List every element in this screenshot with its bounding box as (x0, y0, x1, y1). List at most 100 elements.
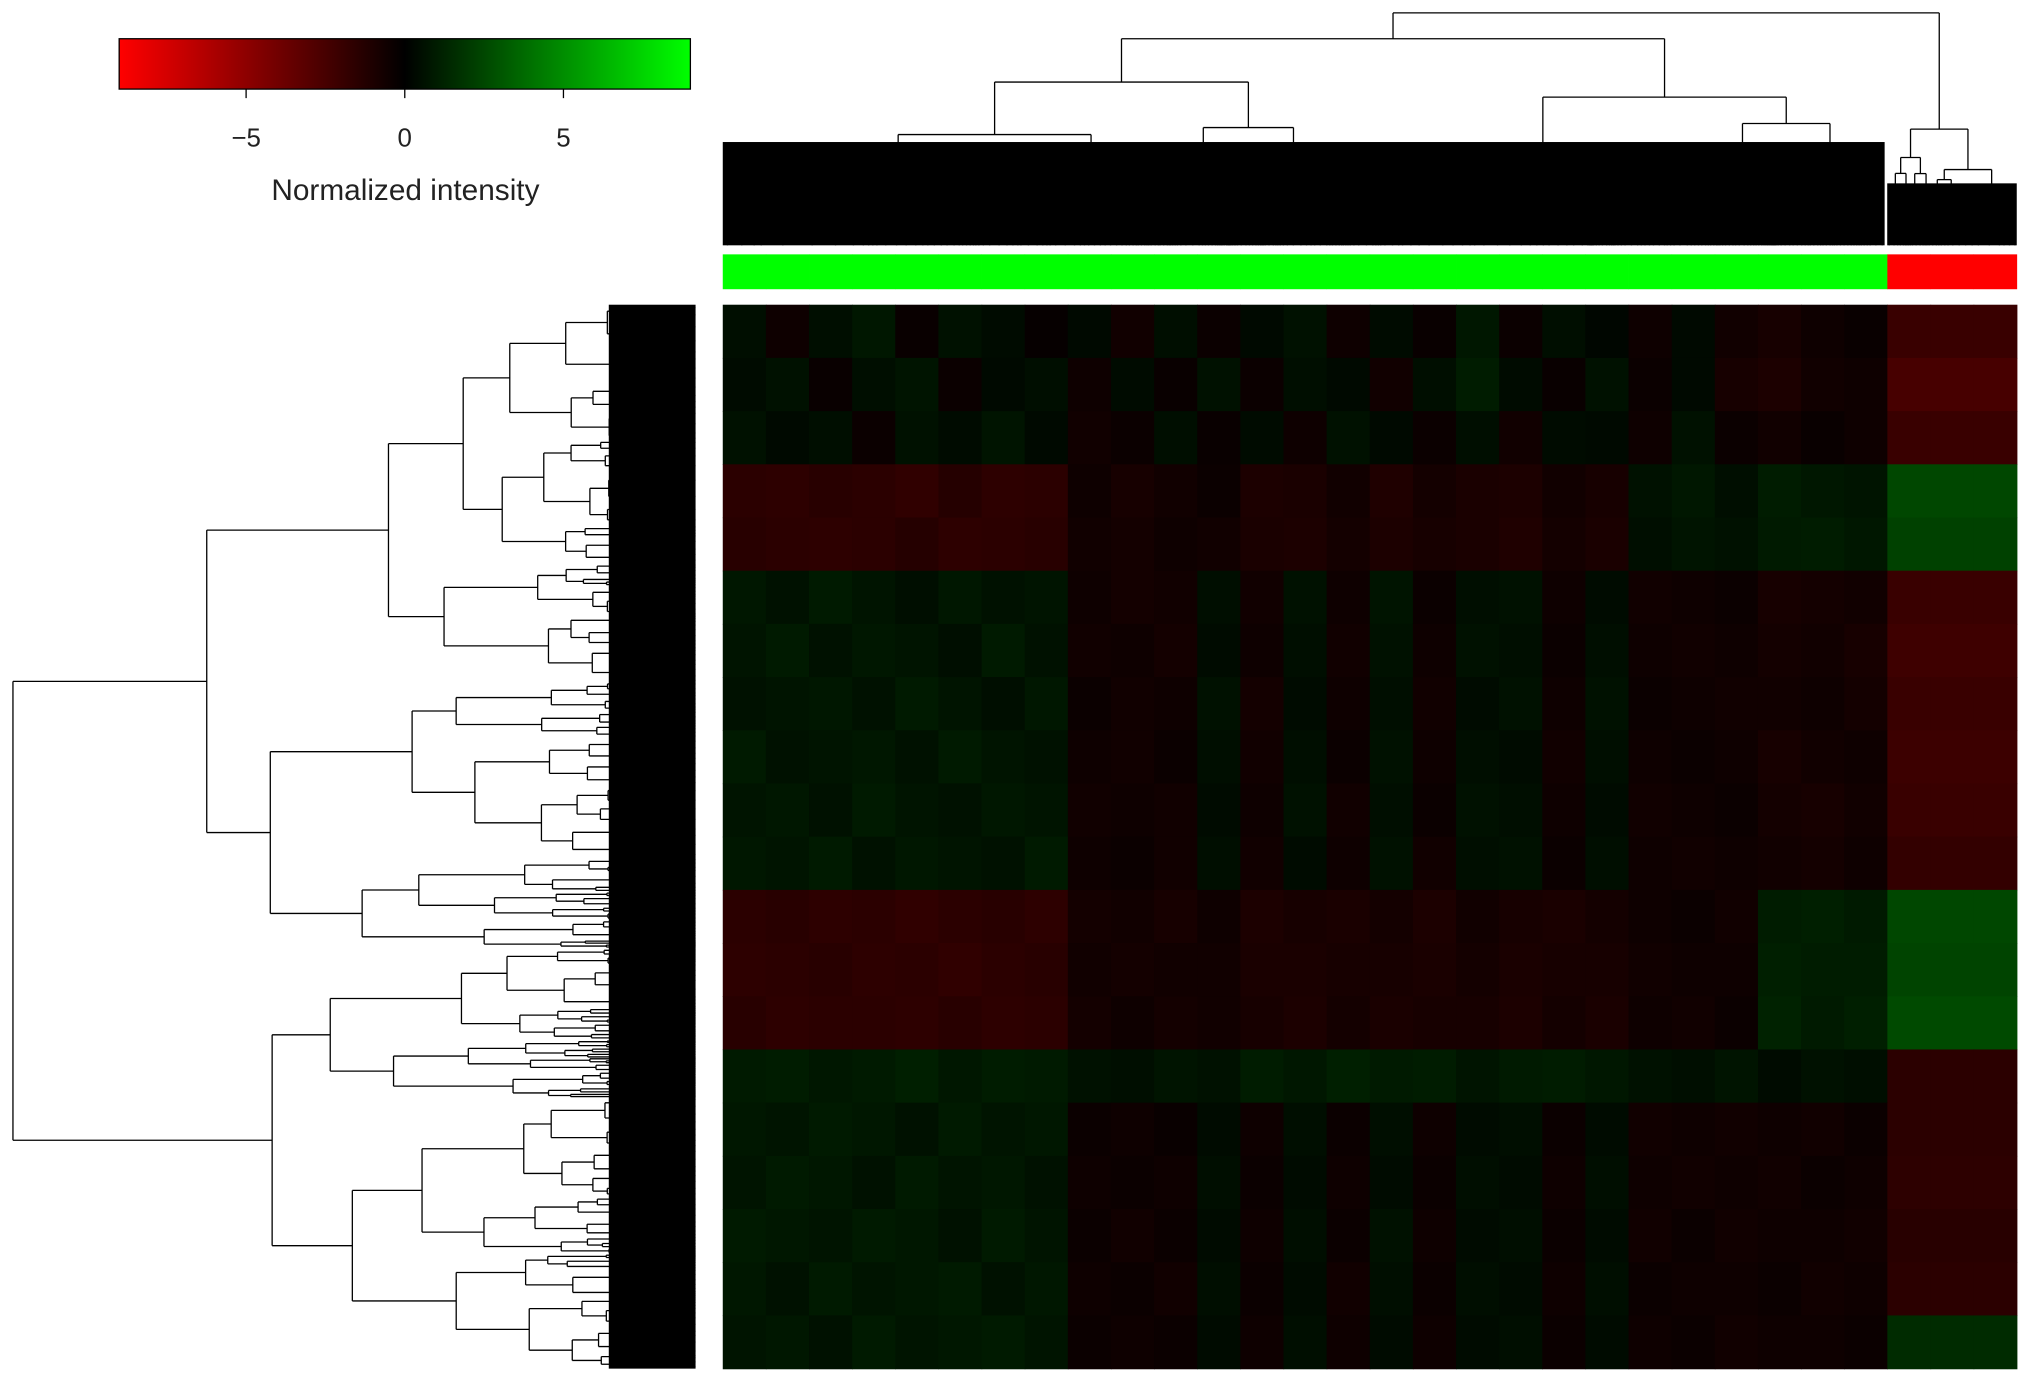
heatmap-cell (1671, 1155, 1716, 1210)
heatmap-cell (1024, 1315, 1069, 1370)
heatmap-cell (765, 1262, 810, 1317)
heatmap-cell (1585, 1209, 1630, 1263)
heatmap-cell (1412, 357, 1457, 412)
heatmap-cell (1801, 889, 1845, 944)
heatmap-cell (1801, 1315, 1845, 1370)
heatmap-cell (1671, 889, 1716, 944)
heatmap-cell (1887, 1155, 1932, 1210)
heatmap-cell (1326, 943, 1371, 997)
heatmap-cell (1154, 836, 1198, 891)
heatmap-cell (1844, 1262, 1889, 1317)
heatmap-cell (1326, 570, 1371, 625)
heatmap-cell (1240, 943, 1285, 997)
heatmap-cell (1801, 677, 1845, 731)
heatmap-cell (852, 1102, 896, 1157)
heatmap-cell (1412, 1049, 1457, 1104)
heatmap-cell (1973, 411, 2018, 465)
heatmap-cell (938, 996, 983, 1051)
heatmap-cell (981, 889, 1026, 944)
heatmap-cell (938, 889, 983, 944)
heatmap-cell (1714, 570, 1759, 625)
heatmap-cell (1110, 730, 1155, 785)
heatmap-cell (895, 517, 940, 572)
heatmap-cell (809, 517, 853, 572)
heatmap-cell (1930, 411, 1975, 465)
heatmap-cell (1973, 889, 2018, 944)
heatmap-cell (1154, 464, 1198, 519)
column-annotation (1887, 254, 1931, 290)
heatmap-cell (1628, 996, 1673, 1051)
heatmap-cell (1714, 1155, 1759, 1210)
heatmap-cell (1240, 730, 1285, 785)
heatmap-cell (938, 1049, 983, 1104)
heatmap-cell (1067, 1102, 1112, 1157)
heatmap-cell (895, 623, 940, 678)
heatmap-cell (1456, 677, 1500, 731)
heatmap-cell (1844, 836, 1889, 891)
column-annotation (1154, 254, 1198, 290)
heatmap-cell (981, 1102, 1026, 1157)
heatmap-cell (895, 304, 940, 359)
heatmap-cell (1930, 464, 1975, 519)
heatmap-cell (1801, 464, 1845, 519)
heatmap-cell (1585, 783, 1630, 838)
heatmap-cell (1930, 943, 1975, 997)
heatmap-cell (1499, 357, 1543, 412)
heatmap-cell (1585, 517, 1630, 572)
heatmap-cell (1412, 411, 1457, 465)
heatmap-cell (1283, 730, 1328, 785)
heatmap-cell (1456, 1102, 1500, 1157)
heatmap-cell (1930, 357, 1975, 412)
heatmap-cell (1930, 623, 1975, 678)
heatmap-cell (981, 783, 1026, 838)
heatmap-cell (895, 1102, 940, 1157)
heatmap-cell (1283, 783, 1328, 838)
heatmap-cell (1757, 1262, 1802, 1317)
heatmap-cell (1499, 1262, 1543, 1317)
heatmap-cell (1024, 411, 1069, 465)
heatmap-cell (722, 1209, 767, 1263)
heatmap-cell (895, 677, 940, 731)
heatmap-cell (1154, 1155, 1198, 1210)
heatmap-cell (895, 411, 940, 465)
heatmap-cell (1326, 517, 1371, 572)
heatmap-cell (1801, 1209, 1845, 1263)
heatmap-cell (1714, 1209, 1759, 1263)
heatmap-cell (1671, 623, 1716, 678)
heatmap-cell (1585, 1315, 1630, 1370)
heatmap-cell (1499, 677, 1543, 731)
heatmap-cell (1197, 889, 1242, 944)
heatmap-cell (1110, 464, 1155, 519)
heatmap-cell (1067, 464, 1112, 519)
column-annotation (1671, 254, 1716, 290)
heatmap-cell (1714, 836, 1759, 891)
heatmap-cell (1628, 1262, 1673, 1317)
heatmap-cell (1714, 996, 1759, 1051)
heatmap-cell (1973, 1049, 2018, 1104)
heatmap-cell (1801, 623, 1845, 678)
heatmap-cell (1283, 517, 1328, 572)
heatmap-cell (895, 730, 940, 785)
heatmap-cell (1283, 1209, 1328, 1263)
heatmap-cell (722, 517, 767, 572)
heatmap-cell (1499, 1209, 1543, 1263)
column-annotation (1240, 254, 1284, 290)
heatmap-cell (1067, 1049, 1112, 1104)
heatmap-cell (852, 411, 896, 465)
heatmap-cell (981, 570, 1026, 625)
heatmap-cell (1714, 411, 1759, 465)
heatmap-cell (1412, 783, 1457, 838)
heatmap-cell (1240, 1315, 1285, 1370)
heatmap-cell (1154, 1102, 1198, 1157)
column-annotation (981, 254, 1026, 290)
heatmap-cell (1412, 1262, 1457, 1317)
heatmap-cell (1456, 836, 1500, 891)
heatmap-cell (1456, 1155, 1500, 1210)
heatmap-cell (809, 623, 853, 678)
heatmap-cell (722, 464, 767, 519)
heatmap-cell (1930, 304, 1975, 359)
heatmap-cell (1671, 730, 1716, 785)
heatmap-cell (938, 677, 983, 731)
heatmap-cell (1973, 1102, 2018, 1157)
heatmap-cell (1930, 1209, 1975, 1263)
